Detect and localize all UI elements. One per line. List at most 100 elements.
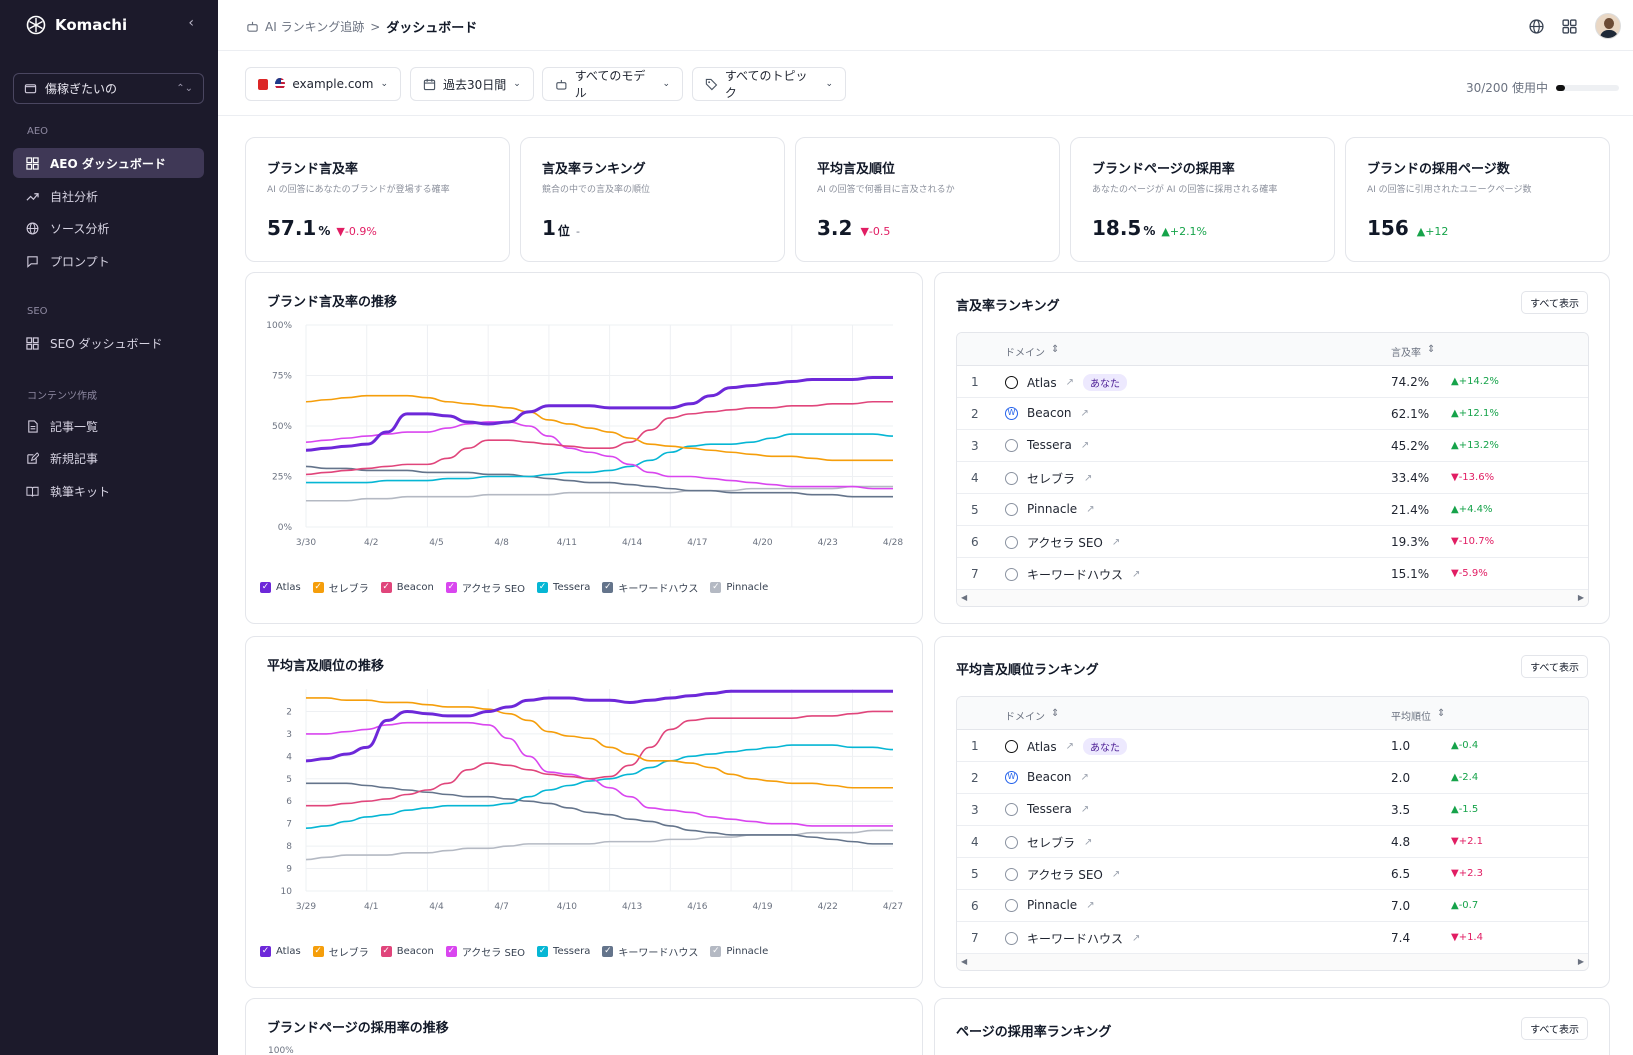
legend-item[interactable]: ✓ Pinnacle: [710, 580, 768, 595]
sidebar-item-seo-dashboard[interactable]: SEO ダッシュボード: [13, 328, 204, 358]
legend-item[interactable]: ✓ Tessera: [537, 580, 590, 595]
horizontal-scrollbar[interactable]: ◀ ▶: [957, 590, 1588, 606]
domain-name[interactable]: セレブラ: [1027, 836, 1076, 850]
legend-checkbox-icon[interactable]: ✓: [537, 582, 549, 593]
table-row[interactable]: 6 アクセラ SEO ↗ 19.3% ▼-10.7%: [957, 526, 1588, 558]
legend-checkbox-icon[interactable]: ✓: [312, 582, 324, 593]
legend-checkbox-icon[interactable]: ✓: [260, 946, 271, 957]
workspace-selector[interactable]: 傷稼ぎたいの ⌃⌄: [13, 73, 204, 104]
table-row[interactable]: 4 セレブラ ↗ 4.8 ▼+2.1: [957, 826, 1588, 858]
legend-item[interactable]: ✓ Beacon: [380, 580, 434, 595]
legend-item[interactable]: ✓ キーワードハウス: [602, 580, 698, 595]
external-link-icon[interactable]: ↗: [1080, 407, 1089, 419]
scroll-left-icon[interactable]: ◀: [961, 593, 968, 602]
scroll-right-icon[interactable]: ▶: [1577, 957, 1584, 966]
legend-checkbox-icon[interactable]: ✓: [602, 946, 614, 957]
external-link-icon[interactable]: ↗: [1132, 569, 1141, 580]
table-row[interactable]: 5 Pinnacle ↗ 21.4% ▲+4.4%: [957, 494, 1588, 526]
column-header-value[interactable]: 言及率 ⇕: [1391, 344, 1435, 359]
legend-item[interactable]: ✓ キーワードハウス: [602, 944, 698, 959]
domain-name[interactable]: Tessera: [1027, 802, 1072, 816]
legend-item[interactable]: ✓ Tessera: [537, 944, 590, 959]
show-all-button[interactable]: すべて表示: [1521, 1017, 1588, 1040]
table-row[interactable]: 2 W Beacon ↗ 62.1% ▲+12.1%: [957, 398, 1588, 430]
legend-checkbox-icon[interactable]: ✓: [380, 582, 392, 593]
external-link-icon[interactable]: ↗: [1086, 899, 1095, 911]
sort-icon[interactable]: ⇕: [1427, 344, 1436, 355]
legend-checkbox-icon[interactable]: ✓: [260, 582, 271, 593]
sidebar-item-source-analysis[interactable]: ソース分析: [13, 213, 204, 243]
domain-name[interactable]: アクセラ SEO: [1027, 868, 1103, 882]
scroll-right-icon[interactable]: ▶: [1577, 593, 1584, 602]
legend-checkbox-icon[interactable]: ✓: [445, 946, 457, 957]
column-header-domain[interactable]: ドメイン ⇕: [1005, 708, 1059, 723]
sort-icon[interactable]: ⇕: [1051, 708, 1060, 719]
domain-name[interactable]: Beacon: [1027, 770, 1072, 784]
external-link-icon[interactable]: ↗: [1084, 837, 1093, 848]
external-link-icon[interactable]: ↗: [1080, 439, 1090, 451]
legend-checkbox-icon[interactable]: ✓: [312, 946, 324, 957]
table-row[interactable]: 1 Atlas ↗ あなた 74.2% ▲+14.2%: [957, 366, 1588, 398]
domain-name[interactable]: Atlas: [1027, 739, 1057, 754]
scroll-left-icon[interactable]: ◀: [961, 957, 968, 966]
external-link-icon[interactable]: ↗: [1065, 741, 1075, 752]
legend-item[interactable]: ✓ Atlas: [260, 944, 301, 959]
domain-name[interactable]: アクセラ SEO: [1027, 536, 1103, 550]
sidebar-item-articles[interactable]: 記事一覧: [13, 411, 204, 441]
language-globe-icon[interactable]: [1529, 18, 1544, 34]
domain-name[interactable]: キーワードハウス: [1027, 568, 1124, 582]
logo[interactable]: Komachi: [26, 14, 127, 36]
topic-filter[interactable]: すべてのトピック ⌄: [692, 67, 846, 101]
sort-icon[interactable]: ⇕: [1437, 708, 1446, 719]
sidebar-item-writing-kit[interactable]: 執筆キット: [13, 476, 204, 506]
legend-item[interactable]: ✓ アクセラ SEO: [445, 944, 525, 959]
collapse-sidebar-icon[interactable]: ‹: [188, 15, 194, 31]
legend-item[interactable]: ✓ Atlas: [260, 580, 301, 595]
horizontal-scrollbar[interactable]: ◀ ▶: [957, 954, 1588, 970]
legend-item[interactable]: ✓ セレブラ: [312, 944, 369, 959]
period-filter[interactable]: 過去30日間 ⌄: [410, 67, 534, 101]
table-row[interactable]: 6 Pinnacle ↗ 7.0 ▲-0.7: [957, 890, 1588, 922]
legend-checkbox-icon[interactable]: ✓: [710, 946, 722, 957]
domain-name[interactable]: Beacon: [1027, 406, 1072, 420]
table-row[interactable]: 7 キーワードハウス ↗ 15.1% ▼-5.9%: [957, 558, 1588, 590]
external-link-icon[interactable]: ↗: [1086, 503, 1095, 515]
table-row[interactable]: 3 Tessera ↗ 45.2% ▲+13.2%: [957, 430, 1588, 462]
external-link-icon[interactable]: ↗: [1132, 933, 1141, 944]
external-link-icon[interactable]: ↗: [1065, 377, 1075, 388]
sidebar-item-new-article[interactable]: 新規記事: [13, 443, 204, 473]
legend-checkbox-icon[interactable]: ✓: [380, 946, 392, 957]
legend-checkbox-icon[interactable]: ✓: [445, 582, 457, 593]
external-link-icon[interactable]: ↗: [1080, 803, 1090, 815]
table-row[interactable]: 7 キーワードハウス ↗ 7.4 ▼+1.4: [957, 922, 1588, 954]
show-all-button[interactable]: すべて表示: [1521, 655, 1588, 678]
table-row[interactable]: 5 アクセラ SEO ↗ 6.5 ▼+2.3: [957, 858, 1588, 890]
sidebar-item-prompts[interactable]: プロンプト: [13, 246, 204, 276]
domain-name[interactable]: Atlas: [1027, 375, 1057, 390]
sidebar-item-aeo-dashboard[interactable]: AEO ダッシュボード: [13, 148, 204, 178]
table-row[interactable]: 4 セレブラ ↗ 33.4% ▼-13.6%: [957, 462, 1588, 494]
domain-name[interactable]: セレブラ: [1027, 472, 1076, 486]
legend-item[interactable]: ✓ アクセラ SEO: [445, 580, 525, 595]
domain-name[interactable]: キーワードハウス: [1027, 932, 1124, 946]
external-link-icon[interactable]: ↗: [1084, 473, 1093, 484]
external-link-icon[interactable]: ↗: [1111, 537, 1121, 548]
legend-item[interactable]: ✓ Beacon: [380, 944, 434, 959]
apps-grid-icon[interactable]: [1562, 18, 1577, 34]
domain-filter[interactable]: example.com ⌄: [245, 67, 401, 101]
breadcrumb-parent-link[interactable]: AI ランキング追跡: [265, 20, 365, 34]
avatar[interactable]: [1595, 13, 1621, 39]
sort-icon[interactable]: ⇕: [1051, 344, 1060, 355]
legend-checkbox-icon[interactable]: ✓: [710, 582, 722, 593]
legend-item[interactable]: ✓ セレブラ: [312, 580, 369, 595]
model-filter[interactable]: すべてのモデル ⌄: [542, 67, 683, 101]
domain-name[interactable]: Pinnacle: [1027, 898, 1078, 912]
legend-checkbox-icon[interactable]: ✓: [537, 946, 549, 957]
domain-name[interactable]: Pinnacle: [1027, 502, 1078, 516]
table-row[interactable]: 3 Tessera ↗ 3.5 ▲-1.5: [957, 794, 1588, 826]
legend-item[interactable]: ✓ Pinnacle: [710, 944, 768, 959]
show-all-button[interactable]: すべて表示: [1521, 291, 1588, 314]
column-header-domain[interactable]: ドメイン ⇕: [1005, 344, 1059, 359]
column-header-value[interactable]: 平均順位 ⇕: [1391, 708, 1445, 723]
external-link-icon[interactable]: ↗: [1111, 869, 1121, 880]
